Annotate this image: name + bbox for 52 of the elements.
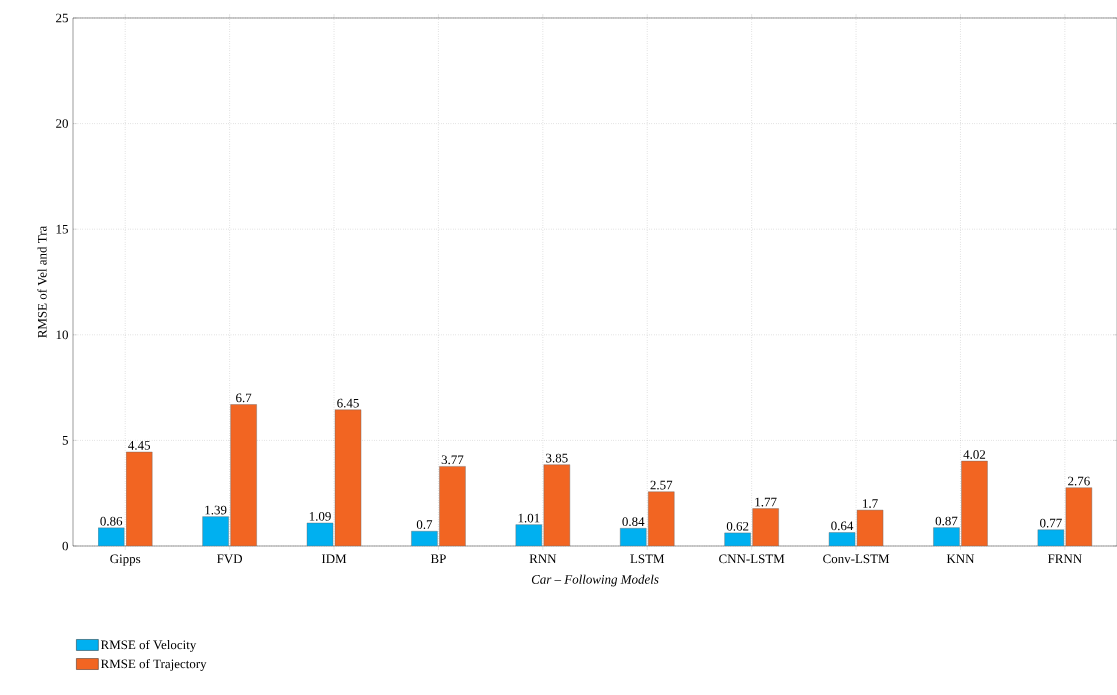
x-tick-label: LSTM [630, 554, 665, 564]
data-label: 1.39 [205, 505, 227, 515]
x-tick-label: CNN-LSTM [719, 554, 785, 564]
x-tick-label: FRNN [1047, 554, 1082, 563]
x-tick-label: FVD [217, 554, 243, 564]
x-tick-label: KNN [946, 554, 975, 563]
data-label: 0.7 [416, 520, 433, 530]
data-label: 2.57 [650, 480, 673, 490]
bar [230, 404, 257, 546]
y-tick-label: 10 [56, 330, 68, 340]
y-tick-label: 0 [62, 541, 68, 551]
bar [439, 466, 466, 546]
bar [334, 409, 362, 546]
bar [961, 460, 988, 546]
bar [1065, 487, 1093, 546]
data-label: 6.7 [236, 393, 252, 403]
bar [515, 524, 543, 546]
x-tick-label: BP [430, 554, 446, 564]
bar [202, 516, 229, 546]
y-axis-title: RMSE of Vel and Tra [37, 225, 47, 338]
data-label: 6.45 [337, 398, 359, 408]
data-label: 4.45 [128, 441, 151, 450]
x-tick-label: IDM [321, 554, 347, 564]
bar [126, 451, 153, 546]
legend-label: RMSE of Velocity [100, 639, 197, 652]
data-label: 1.7 [863, 499, 878, 508]
data-label: 4.02 [963, 450, 986, 459]
x-tick-label: Conv-LSTM [823, 554, 890, 564]
data-label: 3.77 [441, 455, 464, 465]
data-label: 1.09 [309, 511, 331, 521]
data-label: 0.77 [1040, 518, 1062, 528]
data-label: 0.62 [726, 521, 749, 531]
y-tick-label: 25 [56, 13, 68, 23]
data-label: 3.85 [546, 453, 568, 463]
x-axis-title: Car – Following Models [531, 574, 659, 587]
y-tick-label: 20 [56, 119, 68, 128]
bar [752, 508, 779, 546]
x-tick-label: RNN [529, 554, 557, 563]
data-label: 1.77 [755, 497, 777, 507]
y-tick-label: 5 [62, 436, 68, 445]
data-label: 0.87 [935, 516, 958, 526]
y-tick-label: 15 [56, 224, 68, 234]
bar [98, 527, 125, 546]
data-label: 2.76 [1068, 476, 1090, 486]
data-label: 0.84 [622, 517, 645, 527]
data-label: 1.01 [518, 513, 540, 523]
legend-label: RMSE of Trajectory [100, 658, 207, 671]
data-label: 0.64 [831, 521, 854, 531]
data-label: 0.86 [100, 516, 123, 526]
bar [543, 464, 571, 546]
x-tick-label: Gipps [110, 554, 141, 566]
bar [648, 491, 675, 546]
